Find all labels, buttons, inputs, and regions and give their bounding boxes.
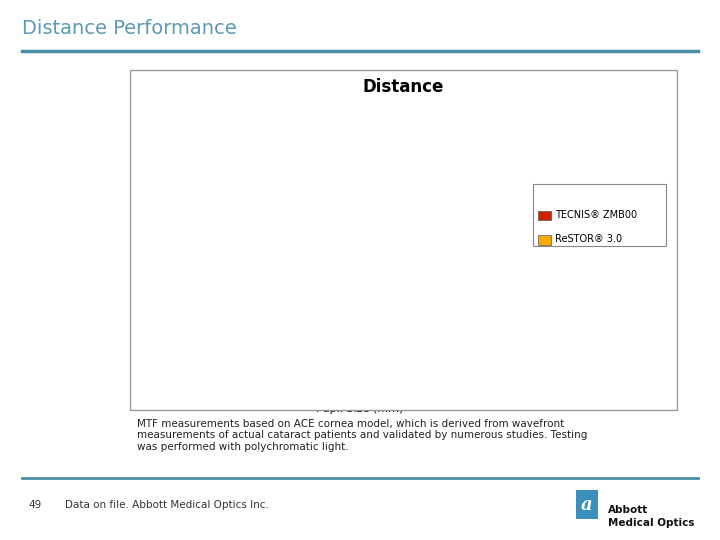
- Text: ReSTOR® 3.0: ReSTOR® 3.0: [555, 234, 622, 244]
- Text: Distance Performance: Distance Performance: [22, 19, 236, 38]
- Bar: [281, 172, 325, 381]
- Text: Abbott
Medical Optics: Abbott Medical Optics: [608, 505, 695, 528]
- Text: Distance: Distance: [362, 78, 444, 96]
- Bar: [237, 144, 281, 381]
- X-axis label: Pupil Size (mm): Pupil Size (mm): [316, 404, 404, 414]
- Bar: [395, 179, 439, 381]
- Text: 49: 49: [29, 500, 42, 510]
- Text: TECNIS® ZMB00: TECNIS® ZMB00: [555, 210, 637, 220]
- Text: a: a: [581, 496, 593, 514]
- Bar: [439, 259, 483, 381]
- Text: MTF measurements based on ACE cornea model, which is derived from wavefront
meas: MTF measurements based on ACE cornea mod…: [137, 418, 588, 451]
- Text: Data on file. Abbott Medical Optics Inc.: Data on file. Abbott Medical Optics Inc.: [65, 500, 269, 510]
- Y-axis label: MTF (50 c/mm): MTF (50 c/mm): [151, 200, 161, 284]
